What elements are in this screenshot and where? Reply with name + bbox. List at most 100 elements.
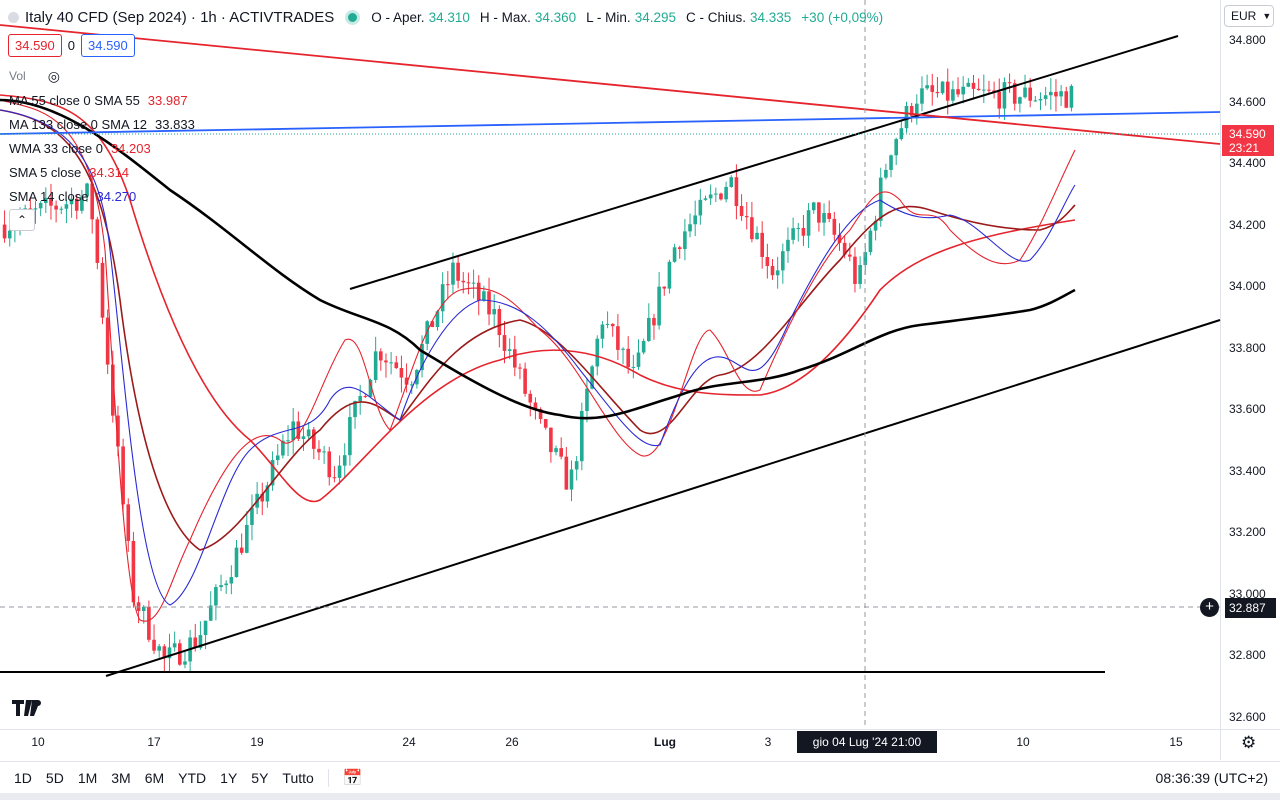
crosshair-price-label: 32.887 [1225,598,1276,618]
candle-body [801,227,806,236]
currency-select[interactable]: EUR ▼ [1224,5,1274,27]
price-tick-label: 33.400 [1229,463,1266,478]
legend-row-sma14[interactable]: SMA 14 close 34.270 [9,184,195,208]
candle-body [208,605,213,621]
candle-body [358,396,362,402]
candle-body [1059,91,1063,97]
eye-hidden-icon[interactable]: ◎ [47,67,60,84]
ohlc-values: O - Aper. 34.310 H - Max. 34.360 L - Min. 3… [371,10,889,25]
time-tick-label: Lug [654,735,676,749]
range-1d[interactable]: 1D [14,770,32,786]
candle-body [997,91,1002,109]
candle-body [399,368,404,378]
tradingview-logo-icon[interactable] [12,698,44,721]
range-3m[interactable]: 3M [111,770,131,786]
candle-body [966,82,971,87]
candle-body [1018,97,1022,104]
bottom-strip [0,793,1280,800]
clock-timezone[interactable]: 08:36:39 (UTC+2) [1155,770,1268,786]
candle-body [141,606,146,611]
price-tick-label: 32.800 [1229,648,1266,663]
symbol-logo-icon [8,11,19,23]
candle-body [822,213,826,223]
legend-row-ma55[interactable]: MA 55 close 0 SMA 55 33.987 [9,88,195,112]
symbol-title[interactable]: Italy 40 CFD (Sep 2024) · 1h · ACTIVTRAD… [25,8,335,26]
candle-body [817,202,821,223]
candle-body [703,198,708,200]
candle-body [167,647,172,659]
volume-legend-row[interactable]: Vol ◎ [9,64,195,88]
candle-body [636,352,641,367]
legend-value: 33.833 [155,116,195,132]
price-tick-label: 33.800 [1229,340,1266,355]
candle-body [332,477,337,479]
candle-body [219,585,223,588]
candle-body [672,247,677,262]
range-ytd[interactable]: YTD [178,770,207,786]
candle-body [945,81,950,101]
candle-body [33,208,38,210]
candle-body [1012,83,1017,104]
sell-button[interactable]: 34.590 [8,34,62,57]
price-tick-label: 34.200 [1229,217,1266,232]
range-1m[interactable]: 1M [77,770,98,786]
candle-body [693,215,697,225]
candle-body [507,349,512,351]
candle-body [909,105,914,116]
range-5y[interactable]: 5Y [251,770,269,786]
candle-body [750,217,754,240]
legend-collapse-row: ⌃ [9,208,195,232]
range-5d[interactable]: 5D [45,770,64,786]
legend-value: 34.314 [89,164,130,180]
time-tick-label: 10 [31,735,45,749]
candle-body [193,637,198,648]
candle-body [698,199,703,216]
red-trend-line [0,24,1221,145]
candle-body [105,317,110,365]
candle-body [281,440,285,456]
calendar-range-icon[interactable]: 📅 [342,770,363,787]
add-alert-icon[interactable]: + [1200,598,1219,617]
candle-body [961,86,965,95]
buy-button[interactable]: 34.590 [81,34,135,57]
blue-trend-line [0,111,1221,135]
price-tick-label: 34.000 [1229,279,1266,294]
candle-body [250,507,254,525]
candle-body [80,196,84,211]
candle-body [647,317,651,341]
candle-body [1028,87,1032,101]
candle-body [559,448,563,457]
time-tick-label: 19 [250,735,264,749]
close-label: C - Chius. [685,9,746,25]
candle-body [1038,98,1043,101]
candle-body [121,446,125,505]
chevron-up-icon[interactable]: ⌃ [9,209,35,231]
currency-value: EUR [1231,9,1257,23]
candle-body [116,415,120,447]
candle-body [384,360,388,363]
candle-body [85,183,89,197]
price-tick-label: 33.600 [1229,402,1266,417]
candle-body [471,282,476,284]
spread-value: 0 [67,38,75,53]
price-tick-label: 33.000 [1229,586,1266,601]
candle-body [1043,95,1048,99]
range-6m[interactable]: 6M [144,770,165,786]
range-1y[interactable]: 1Y [220,770,238,786]
candle-body [147,606,151,640]
legend-row-sma5[interactable]: SMA 5 close 34.314 [9,160,195,184]
trade-buttons: 34.590 0 34.590 [8,34,135,57]
candle-body [69,198,74,205]
time-tick-label: 15 [1169,735,1183,749]
legend-row-ma133[interactable]: MA 133 close 0 SMA 12 33.833 [9,112,195,136]
candle-body [275,455,280,461]
legend-row-wma33[interactable]: WMA 33 close 0 34.203 [9,136,195,160]
candle-body [492,309,496,315]
range-all[interactable]: Tutto [282,770,314,786]
candle-body [487,291,491,315]
candle-body [873,220,878,231]
settings-gear-icon[interactable]: ⚙ [1241,733,1257,752]
candle-body [811,202,816,211]
sma14-line [0,109,1076,606]
